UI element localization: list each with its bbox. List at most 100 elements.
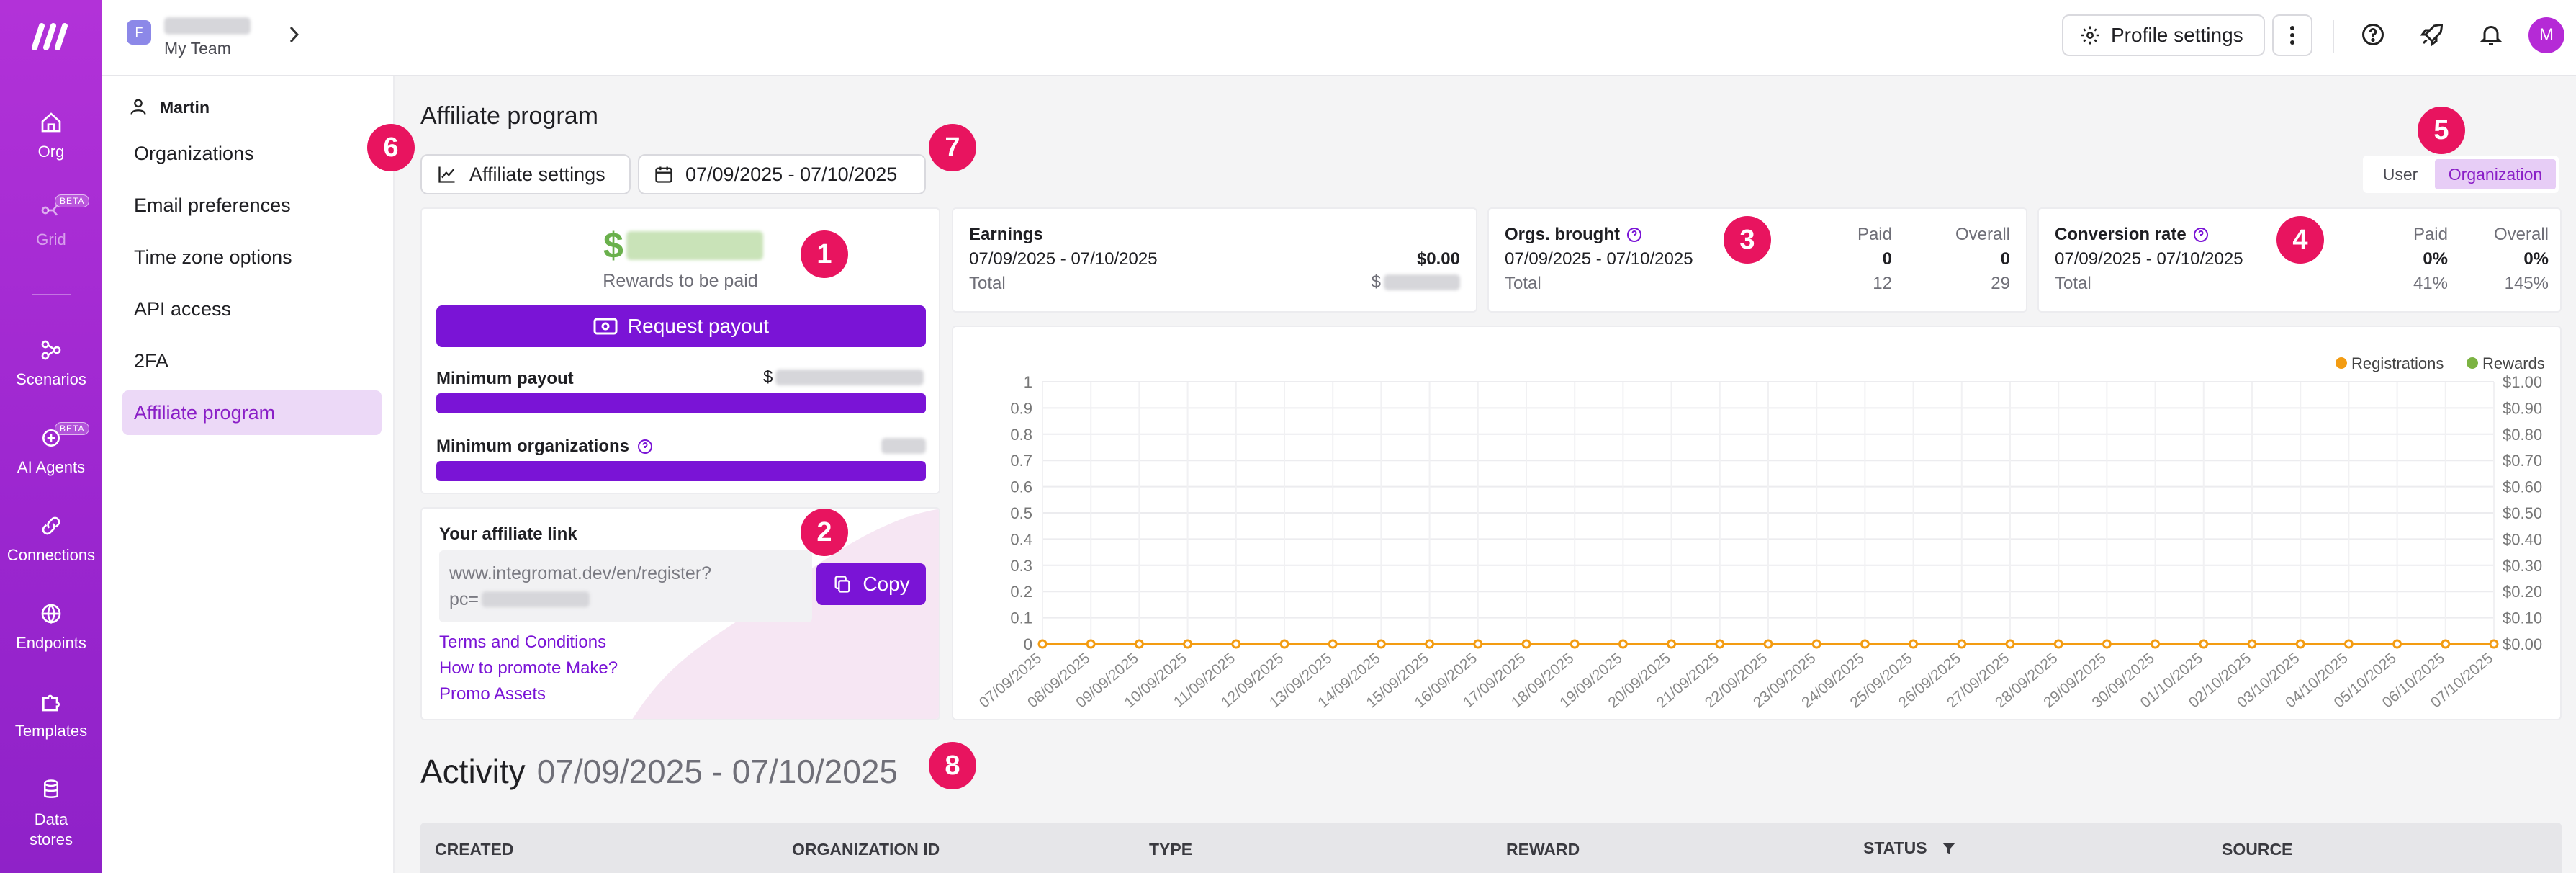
toggle-user[interactable]: User	[2382, 164, 2418, 184]
rail-item-endpoints[interactable]: Endpoints	[0, 602, 102, 653]
help-icon[interactable]	[2360, 22, 2386, 48]
copy-button[interactable]: Copy	[816, 563, 926, 605]
rail-item-grid[interactable]: BETA Grid	[0, 194, 102, 249]
globe-icon	[0, 602, 102, 625]
chevron-right-icon[interactable]	[287, 24, 301, 45]
data-point[interactable]	[2247, 639, 2257, 649]
data-point[interactable]	[1860, 639, 1870, 649]
grid-icon	[0, 199, 102, 222]
affiliate-settings-button[interactable]: Affiliate settings	[420, 154, 631, 194]
rail-item-org[interactable]: Org	[0, 111, 102, 161]
data-point[interactable]	[1909, 639, 1919, 649]
filter-icon[interactable]	[1940, 840, 1958, 857]
legend-swatch-rewards	[2467, 357, 2478, 369]
info-icon[interactable]	[636, 438, 654, 455]
nav-item-affiliate-program[interactable]: Affiliate program	[122, 390, 382, 435]
col-organization-id[interactable]: ORGANIZATION ID	[792, 840, 940, 859]
rail-item-data-stores[interactable]: Data stores	[0, 778, 102, 850]
info-icon[interactable]	[2192, 226, 2210, 243]
toggle-organization[interactable]: Organization	[2435, 159, 2556, 189]
data-point[interactable]	[2151, 639, 2161, 649]
rail-item-ai-agents[interactable]: BETA AI Agents	[0, 422, 102, 477]
col-reward[interactable]: REWARD	[1506, 840, 1580, 859]
nav-item-2fa[interactable]: 2FA	[134, 350, 169, 372]
rail-item-templates[interactable]: Templates	[0, 690, 102, 740]
more-options-button[interactable]	[2272, 14, 2312, 56]
rewards-value-redacted	[626, 231, 763, 260]
user-avatar[interactable]: M	[2528, 17, 2564, 53]
data-point[interactable]	[1183, 639, 1193, 649]
affiliate-link-field[interactable]: www.integromat.dev/en/register? pc=	[439, 550, 812, 622]
data-point[interactable]	[1618, 639, 1628, 649]
legend-swatch-registrations	[2336, 357, 2347, 369]
promo-assets-link[interactable]: Promo Assets	[439, 684, 546, 704]
marker-3: 3	[1724, 216, 1771, 264]
data-point[interactable]	[1037, 639, 1048, 649]
earnings-title: Earnings	[969, 225, 1043, 244]
col-status[interactable]: STATUS	[1863, 838, 1958, 858]
nav-item-time-zone-options[interactable]: Time zone options	[134, 246, 292, 268]
earnings-total-redacted	[1384, 274, 1460, 290]
data-point[interactable]	[1521, 639, 1531, 649]
beta-badge: BETA	[55, 422, 90, 435]
min-payout-currency: $	[763, 367, 773, 387]
legend-label-registrations[interactable]: Registrations	[2351, 354, 2444, 372]
data-point[interactable]	[1473, 639, 1483, 649]
registrations-rewards-chart-card: 0 0.1 0.2 0.3 0.4 0.5 0.6 0.7 0.8 0.9 1 $0.00 $0.10…	[952, 326, 2562, 720]
data-point[interactable]	[1231, 639, 1241, 649]
rocket-icon[interactable]	[2419, 22, 2445, 48]
profile-settings-button[interactable]: Profile settings	[2062, 14, 2265, 56]
conversion-title: Conversion rate	[2055, 225, 2187, 244]
data-point[interactable]	[1425, 639, 1435, 649]
make-logo[interactable]	[32, 22, 71, 50]
conversion-paid-header: Paid	[2413, 225, 2448, 244]
team-name[interactable]: My Team	[164, 39, 231, 58]
data-point[interactable]	[1328, 639, 1338, 649]
col-created[interactable]: CREATED	[435, 840, 514, 859]
legend-label-rewards[interactable]: Rewards	[2482, 354, 2545, 372]
nav-item-email-preferences[interactable]: Email preferences	[134, 194, 291, 216]
request-payout-button[interactable]: Request payout	[436, 305, 926, 347]
data-point[interactable]	[1279, 639, 1289, 649]
info-icon[interactable]	[1626, 226, 1643, 243]
conversion-range-overall: 0%	[2523, 249, 2549, 269]
link-icon	[0, 514, 102, 537]
y-tick-left: 0.9	[1010, 399, 1032, 417]
data-point[interactable]	[1763, 639, 1773, 649]
data-point[interactable]	[2441, 639, 2451, 649]
data-point[interactable]	[1134, 639, 1144, 649]
bell-icon[interactable]	[2478, 22, 2504, 48]
data-point[interactable]	[2005, 639, 2015, 649]
data-point[interactable]	[2199, 639, 2209, 649]
rail-item-scenarios[interactable]: Scenarios	[0, 339, 102, 389]
marker-1: 1	[801, 230, 848, 278]
data-point[interactable]	[1376, 639, 1386, 649]
data-point[interactable]	[2489, 639, 2499, 649]
affiliate-settings-label: Affiliate settings	[469, 163, 605, 185]
y-tick-right: $0.00	[2503, 635, 2542, 653]
data-point[interactable]	[1667, 639, 1677, 649]
data-point[interactable]	[2102, 639, 2112, 649]
data-point[interactable]	[1715, 639, 1725, 649]
data-point[interactable]	[2053, 639, 2063, 649]
how-to-promote-link[interactable]: How to promote Make?	[439, 658, 618, 678]
y-tick-left: 0	[1024, 635, 1032, 653]
y-tick-right: $0.40	[2503, 530, 2542, 548]
nav-item-organizations[interactable]: Organizations	[134, 143, 254, 164]
share-icon	[0, 339, 102, 362]
user-icon	[128, 97, 148, 117]
date-range-picker[interactable]: 07/09/2025 - 07/10/2025	[638, 154, 926, 194]
rail-item-connections[interactable]: Connections	[0, 514, 102, 565]
col-type[interactable]: TYPE	[1149, 840, 1193, 859]
min-payout-label: Minimum payout	[436, 369, 574, 388]
data-point[interactable]	[1811, 639, 1821, 649]
data-point[interactable]	[1570, 639, 1580, 649]
data-point[interactable]	[2295, 639, 2305, 649]
col-source[interactable]: SOURCE	[2222, 840, 2293, 859]
data-point[interactable]	[1086, 639, 1096, 649]
data-point[interactable]	[1957, 639, 1967, 649]
data-point[interactable]	[2343, 639, 2354, 649]
nav-item-api-access[interactable]: API access	[134, 298, 232, 320]
data-point[interactable]	[2392, 639, 2402, 649]
terms-link[interactable]: Terms and Conditions	[439, 632, 607, 652]
